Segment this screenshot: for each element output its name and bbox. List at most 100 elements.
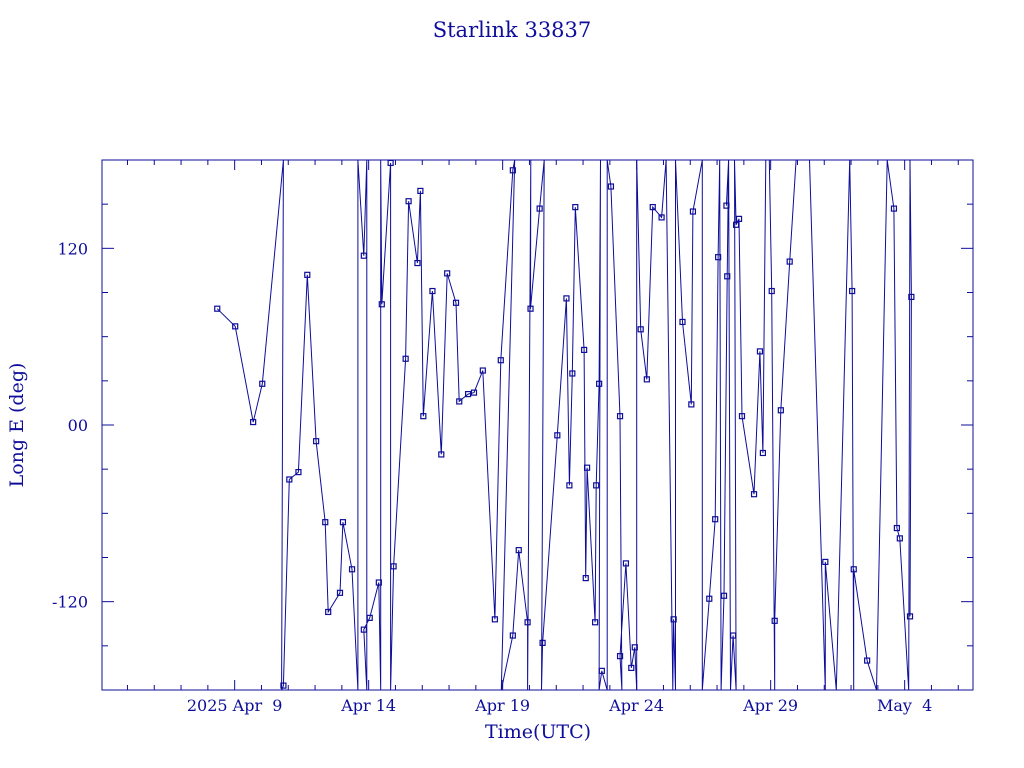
data-point xyxy=(706,595,713,602)
data-point xyxy=(464,390,472,398)
data-point xyxy=(536,205,543,212)
data-point xyxy=(479,367,486,374)
data-point xyxy=(214,305,221,312)
data-point xyxy=(850,566,857,573)
data-point xyxy=(906,613,914,620)
data-point xyxy=(402,355,409,362)
data-point xyxy=(822,558,829,566)
data-point xyxy=(438,451,445,458)
data-point xyxy=(890,205,898,212)
data-point xyxy=(456,398,463,405)
data-point xyxy=(452,299,460,306)
data-point xyxy=(583,464,591,471)
data-point xyxy=(893,524,900,532)
data-point xyxy=(515,547,522,554)
data-point xyxy=(375,579,382,586)
data-point xyxy=(616,653,624,660)
data-point xyxy=(509,167,516,174)
data-point xyxy=(582,575,589,582)
data-point xyxy=(738,413,746,420)
y-tick-label: -120 xyxy=(52,593,88,612)
data-point xyxy=(622,560,630,567)
data-point xyxy=(735,215,743,222)
data-point xyxy=(768,287,775,295)
data-point xyxy=(616,413,624,420)
data-point xyxy=(509,632,516,639)
plot-frame xyxy=(101,159,974,691)
axis-ticks xyxy=(102,160,973,690)
data-point xyxy=(554,432,561,439)
data-point xyxy=(631,644,638,651)
data-point xyxy=(771,617,778,624)
data-point xyxy=(563,295,570,302)
data-point xyxy=(598,667,605,674)
y-tick-labels: 120 00 -120 xyxy=(52,239,88,611)
data-point xyxy=(491,616,498,623)
data-point xyxy=(572,204,579,211)
data-point xyxy=(628,664,635,672)
data-point xyxy=(250,418,257,426)
y-axis-label: Long E (deg) xyxy=(6,363,28,488)
data-point xyxy=(689,208,697,215)
x-tick-label: Apr 29 xyxy=(742,696,798,715)
data-point xyxy=(730,632,737,639)
x-axis-label: Time(UTC) xyxy=(485,721,591,743)
data-point xyxy=(581,346,588,354)
data-point xyxy=(322,519,329,526)
data-point xyxy=(786,258,793,265)
x-tick-label: May 4 xyxy=(877,696,932,715)
data-point xyxy=(720,592,728,599)
data-point xyxy=(539,639,546,646)
data-point xyxy=(777,407,784,414)
data-point xyxy=(849,287,856,295)
data-point xyxy=(569,370,576,377)
series-line xyxy=(216,160,912,690)
data-point xyxy=(637,326,644,333)
data-point xyxy=(378,301,385,308)
data-point xyxy=(390,563,397,570)
series-layer xyxy=(214,160,915,690)
x-tick-label: Apr 19 xyxy=(474,696,530,715)
data-point xyxy=(444,270,451,277)
data-point xyxy=(286,476,293,483)
data-point xyxy=(566,482,573,489)
data-point xyxy=(417,187,424,195)
data-point xyxy=(607,183,615,190)
data-point xyxy=(908,293,915,301)
data-point xyxy=(387,160,394,167)
x-tick-label: 2025 Apr 9 xyxy=(187,696,283,715)
data-point xyxy=(420,413,427,420)
chart-title: Starlink 33837 xyxy=(433,18,592,42)
data-point xyxy=(304,271,311,278)
data-point xyxy=(524,619,531,626)
data-point xyxy=(336,589,344,596)
y-tick-label: 00 xyxy=(68,416,88,435)
data-point xyxy=(405,198,412,205)
data-point xyxy=(339,519,347,526)
data-point xyxy=(348,566,356,573)
data-point xyxy=(715,254,722,261)
data-point xyxy=(596,380,603,387)
data-point xyxy=(756,348,764,355)
data-point xyxy=(313,438,320,445)
data-point xyxy=(724,273,731,280)
data-point xyxy=(896,535,903,542)
data-point xyxy=(414,259,421,267)
x-tick-label: Apr 24 xyxy=(608,696,664,715)
data-point xyxy=(712,516,719,523)
data-point xyxy=(723,202,730,209)
y-tick-label: 120 xyxy=(57,239,88,258)
x-tick-label: Apr 14 xyxy=(340,696,396,715)
data-point xyxy=(759,449,766,457)
data-point xyxy=(643,376,650,383)
data-point xyxy=(679,318,686,326)
data-point xyxy=(732,221,740,228)
data-point xyxy=(658,214,665,221)
data-point xyxy=(325,608,332,616)
x-tick-labels: 2025 Apr 9 Apr 14 Apr 19 Apr 24 Apr 29 May 4 xyxy=(187,696,932,715)
data-point xyxy=(592,619,599,626)
data-point xyxy=(470,389,478,396)
data-point xyxy=(688,401,695,408)
data-point xyxy=(280,682,287,689)
